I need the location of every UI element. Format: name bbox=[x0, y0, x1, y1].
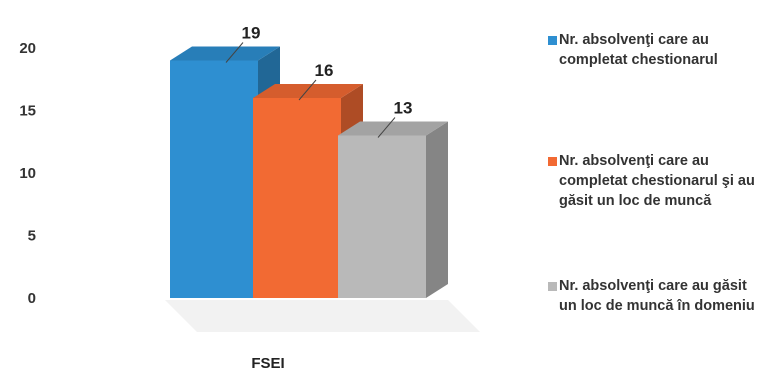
bar-2 bbox=[253, 98, 341, 298]
y-tick-label-5: 5 bbox=[28, 228, 36, 245]
legend-item-3: Nr. absolvenţi care au găsit un loc de m… bbox=[548, 276, 760, 316]
legend-label-2: Nr. absolvenţi care au completat chestio… bbox=[559, 153, 755, 209]
plot-area: 0 5 10 15 20 19 16 13 FSEI bbox=[19, 24, 480, 372]
legend-label-3: Nr. absolvenţi care au găsit un loc de m… bbox=[559, 278, 755, 314]
legend-swatch-2 bbox=[548, 157, 557, 166]
y-tick-label-20: 20 bbox=[19, 40, 36, 57]
data-label-1: 19 bbox=[242, 24, 261, 43]
legend-label-1: Nr. absolvenţi care au completat chestio… bbox=[559, 32, 718, 68]
y-tick-label-0: 0 bbox=[28, 290, 36, 307]
bar-side-3 bbox=[426, 121, 448, 298]
data-label-2: 16 bbox=[315, 61, 334, 80]
y-tick-label-10: 10 bbox=[19, 165, 36, 182]
bar-3 bbox=[338, 135, 426, 298]
legend-swatch-3 bbox=[548, 282, 557, 291]
legend-item-2: Nr. absolvenţi care au completat chestio… bbox=[548, 151, 760, 211]
chart-floor bbox=[165, 300, 480, 332]
bar-top-1 bbox=[170, 46, 280, 61]
bar-top-2 bbox=[253, 84, 363, 98]
y-tick-label-15: 15 bbox=[19, 103, 36, 120]
bar-1 bbox=[170, 60, 258, 298]
data-label-leader-1 bbox=[225, 42, 244, 63]
x-tick-label-fsei: FSEI bbox=[251, 355, 284, 372]
data-label-leader-3 bbox=[377, 117, 396, 138]
data-label-3: 13 bbox=[394, 99, 413, 118]
legend-swatch-1 bbox=[548, 36, 557, 45]
legend-item-1: Nr. absolvenţi care au completat chestio… bbox=[548, 30, 760, 70]
data-label-leader-2 bbox=[298, 79, 317, 101]
bar-top-3 bbox=[338, 121, 448, 136]
